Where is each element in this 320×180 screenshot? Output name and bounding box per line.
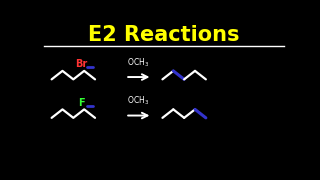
Text: $\mathregular{OCH_3}$: $\mathregular{OCH_3}$ (127, 56, 149, 69)
Text: E2 Reactions: E2 Reactions (88, 25, 240, 46)
Text: Br: Br (75, 59, 87, 69)
Text: $\mathregular{OCH_3}$: $\mathregular{OCH_3}$ (127, 94, 149, 107)
Text: F: F (78, 98, 84, 108)
